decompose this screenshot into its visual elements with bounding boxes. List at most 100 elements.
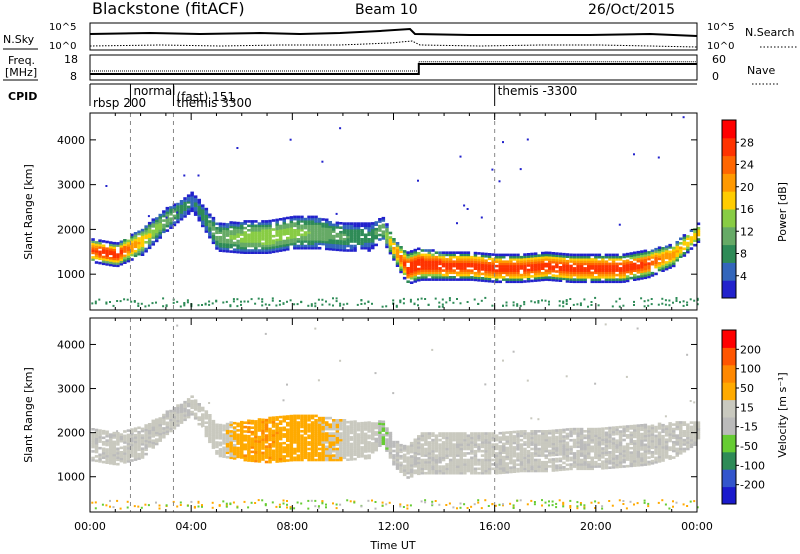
velocity-cell [346,451,350,455]
power-cell [664,256,669,260]
power-cell [551,269,556,273]
power-cell [126,241,131,245]
velocity-cell [445,463,449,466]
velocity-cell [94,433,99,436]
power-cell [576,271,580,275]
power-cell [661,260,665,264]
velocity-cell [576,441,580,444]
velocity-cell [229,430,233,433]
velocity-cell [569,505,572,507]
power-cell [155,217,159,220]
velocity-cell [335,443,340,446]
velocity-cell [579,454,584,457]
velocity-cell [544,465,548,468]
power-cell [505,301,508,304]
velocity-cell [140,447,145,450]
power-cell [413,273,417,276]
power-cell [300,229,304,232]
velocity-cell [668,437,672,441]
power-cell [261,298,264,301]
velocity-cell [424,463,428,466]
velocity-cell [176,424,180,427]
velocity-cell [264,460,269,464]
velocity-cell [509,446,513,449]
velocity-cell [650,455,655,458]
power-cell [162,223,166,227]
velocity-cell [289,452,294,455]
velocity-cell [565,452,570,456]
velocity-cell [558,435,563,439]
velocity-cell [264,447,269,451]
power-cell [473,271,478,275]
velocity-cell [247,434,251,438]
power-cell [618,305,621,308]
velocity-cell [452,438,456,442]
velocity-cell [314,505,317,508]
power-cell [133,236,138,240]
velocity-cell [668,422,672,425]
power-cell [360,240,364,243]
velocity-cell [314,427,318,431]
velocity-cell [519,463,524,466]
power-cell [151,240,155,244]
velocity-cell [569,430,573,433]
velocity-cell [477,501,480,504]
power-cell [232,300,235,303]
velocity-cell [307,456,311,460]
power-cell [151,229,155,233]
velocity-cell [480,460,485,464]
power-cell [353,244,357,248]
power-cell [452,276,456,279]
velocity-cell [516,463,520,466]
velocity-cell [314,445,318,449]
power-cell [572,267,577,270]
velocity-cell [225,504,228,507]
velocity-cell [335,447,340,451]
velocity-cell [339,445,343,449]
power-cell [374,243,378,247]
velocity-cell [583,504,586,507]
velocity-cell [502,431,506,435]
velocity-cell [608,455,612,458]
power-cell [176,205,180,208]
velocity-cell [413,449,417,453]
power-cell [604,280,609,284]
velocity-cell [215,423,219,427]
velocity-cell [289,443,294,447]
velocity-cell [576,505,579,508]
velocity-cell [576,501,579,504]
power-cell [278,300,281,302]
velocity-cell [225,442,230,446]
velocity-cell [317,379,320,382]
velocity-cell [123,452,127,455]
power-cell [307,217,311,221]
power-cell [261,242,265,245]
power-cell [657,264,662,267]
velocity-cell [526,379,529,382]
power-cell [317,229,322,232]
power-cell [339,242,343,245]
velocity-cell [555,464,559,467]
power-cell [317,298,320,301]
power-cell [601,273,605,277]
power-cell [604,260,609,263]
power-cell [516,264,520,268]
power-cell [452,260,456,263]
velocity-cell [530,417,533,420]
velocity-cell [664,442,669,446]
power-cell [303,244,308,248]
power-cell [537,276,541,280]
velocity-cell [172,411,177,414]
velocity-cell [268,436,272,440]
power-cell [477,267,481,271]
velocity-cell [193,412,198,416]
power-cell [413,248,417,252]
velocity-cell [579,452,584,455]
power-cell [643,276,648,280]
power-cell [590,276,594,279]
power-cell [477,261,481,264]
velocity-cell [282,417,286,421]
velocity-cell [601,429,605,433]
velocity-cell [448,471,453,475]
power-cell [275,234,279,237]
